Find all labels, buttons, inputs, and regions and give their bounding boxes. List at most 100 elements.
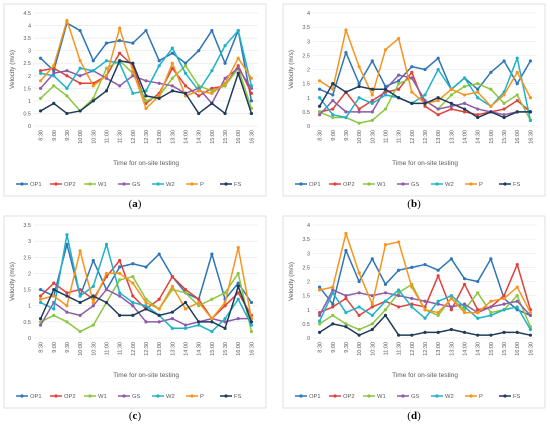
data-point-p (131, 281, 135, 285)
data-point-w2 (65, 233, 69, 237)
data-point-gs (65, 69, 69, 73)
data-point-w1 (104, 66, 109, 70)
data-point-op1 (78, 28, 82, 33)
legend-marker (401, 182, 405, 186)
legend-marker (435, 182, 439, 186)
legend-label: OP1 (30, 394, 42, 400)
data-point-w2 (528, 327, 533, 332)
data-point-fs (462, 107, 467, 111)
data-point-fs (183, 91, 188, 95)
panel-caption: (a) (129, 198, 142, 210)
legend-label: OP2 (343, 394, 355, 400)
data-point-p (52, 64, 56, 68)
data-point-w2 (331, 113, 335, 117)
data-point-w2 (370, 101, 374, 105)
data-point-op1 (131, 41, 135, 45)
data-point-w1 (144, 99, 148, 103)
data-point-p (144, 300, 148, 305)
x-tick-label: 11:30 (397, 342, 403, 355)
data-point-op2 (449, 107, 453, 111)
data-point-w2 (344, 310, 348, 315)
data-point-op1 (476, 87, 480, 91)
data-point-p (331, 87, 335, 91)
data-point-gs (397, 73, 401, 77)
data-point-fs (104, 300, 109, 305)
data-point-fs (210, 101, 214, 105)
data-point-op2 (515, 98, 519, 103)
data-point-fs (236, 71, 240, 75)
legend-label: W2 (166, 394, 175, 400)
data-point-op1 (489, 257, 493, 261)
y-tick-label: 2 (307, 280, 310, 286)
data-point-fs (383, 313, 388, 317)
data-point-w2 (210, 329, 214, 334)
x-tick-label: 10:00 (357, 130, 363, 144)
x-tick-label: 13:00 (157, 130, 163, 144)
data-point-p (476, 310, 480, 315)
data-point-fs (91, 99, 95, 103)
data-point-gs (183, 323, 188, 327)
data-point-op2 (118, 258, 122, 263)
x-tick-label: 9:30 (344, 130, 350, 141)
data-point-op2 (476, 308, 480, 312)
data-point-p (210, 91, 214, 95)
x-tick-label: 12:30 (144, 342, 150, 356)
data-point-op2 (436, 113, 440, 117)
legend-label: W2 (445, 394, 454, 400)
data-point-op1 (410, 65, 414, 69)
data-point-op2 (170, 66, 174, 70)
data-point-fs (157, 313, 161, 317)
data-point-p (249, 76, 254, 80)
x-tick-label: 13:30 (170, 130, 176, 144)
data-point-w2 (131, 300, 135, 305)
y-tick-label: 1 (28, 304, 31, 310)
data-point-p (423, 308, 427, 312)
data-point-w2 (144, 89, 148, 93)
data-point-op2 (183, 287, 188, 292)
x-tick-label: 11:00 (383, 342, 389, 355)
data-point-op1 (118, 265, 122, 269)
data-point-w1 (210, 297, 214, 301)
data-point-fs (144, 94, 148, 98)
x-tick-label: 8:30 (39, 342, 45, 353)
data-point-w2 (515, 305, 519, 309)
y-tick-label: 4.5 (23, 11, 31, 17)
x-tick-label: 13:00 (436, 130, 442, 144)
data-point-fs (515, 110, 519, 114)
data-point-fs (223, 111, 227, 116)
legend-marker (54, 394, 58, 398)
x-tick-label: 9:30 (65, 130, 71, 141)
data-point-gs (344, 110, 348, 114)
data-point-fs (397, 333, 401, 337)
data-point-op1 (344, 248, 348, 253)
x-tick-label: 15:30 (502, 130, 508, 144)
data-point-w1 (331, 115, 335, 120)
x-tick-label: 12:00 (410, 130, 416, 144)
y-axis-label: Velocity (m/s) (288, 50, 295, 89)
legend-label: W1 (98, 182, 107, 188)
data-point-w1 (170, 76, 174, 80)
data-point-op1 (317, 285, 322, 289)
data-point-w2 (236, 297, 240, 301)
data-point-p (462, 93, 467, 97)
x-tick-label: 13:30 (170, 342, 176, 356)
legend-label: W1 (98, 394, 107, 400)
x-tick-label: 9:30 (344, 342, 350, 353)
data-point-w2 (52, 74, 56, 78)
data-point-op2 (357, 313, 361, 317)
x-tick-label: 14:00 (463, 342, 469, 356)
legend-marker (299, 182, 303, 186)
legend-marker (20, 394, 24, 398)
data-point-fs (38, 109, 43, 113)
data-point-fs (317, 104, 322, 108)
data-point-op2 (170, 275, 174, 279)
data-point-fs (131, 61, 135, 65)
x-tick-label: 11:30 (397, 130, 403, 143)
y-tick-label: 0 (307, 336, 310, 342)
y-tick-label: 0.5 (302, 322, 310, 328)
data-point-w2 (118, 291, 122, 295)
x-tick-label: 9:00 (52, 342, 58, 353)
x-tick-label: 15:00 (210, 130, 216, 144)
legend-label: OP1 (30, 182, 42, 188)
